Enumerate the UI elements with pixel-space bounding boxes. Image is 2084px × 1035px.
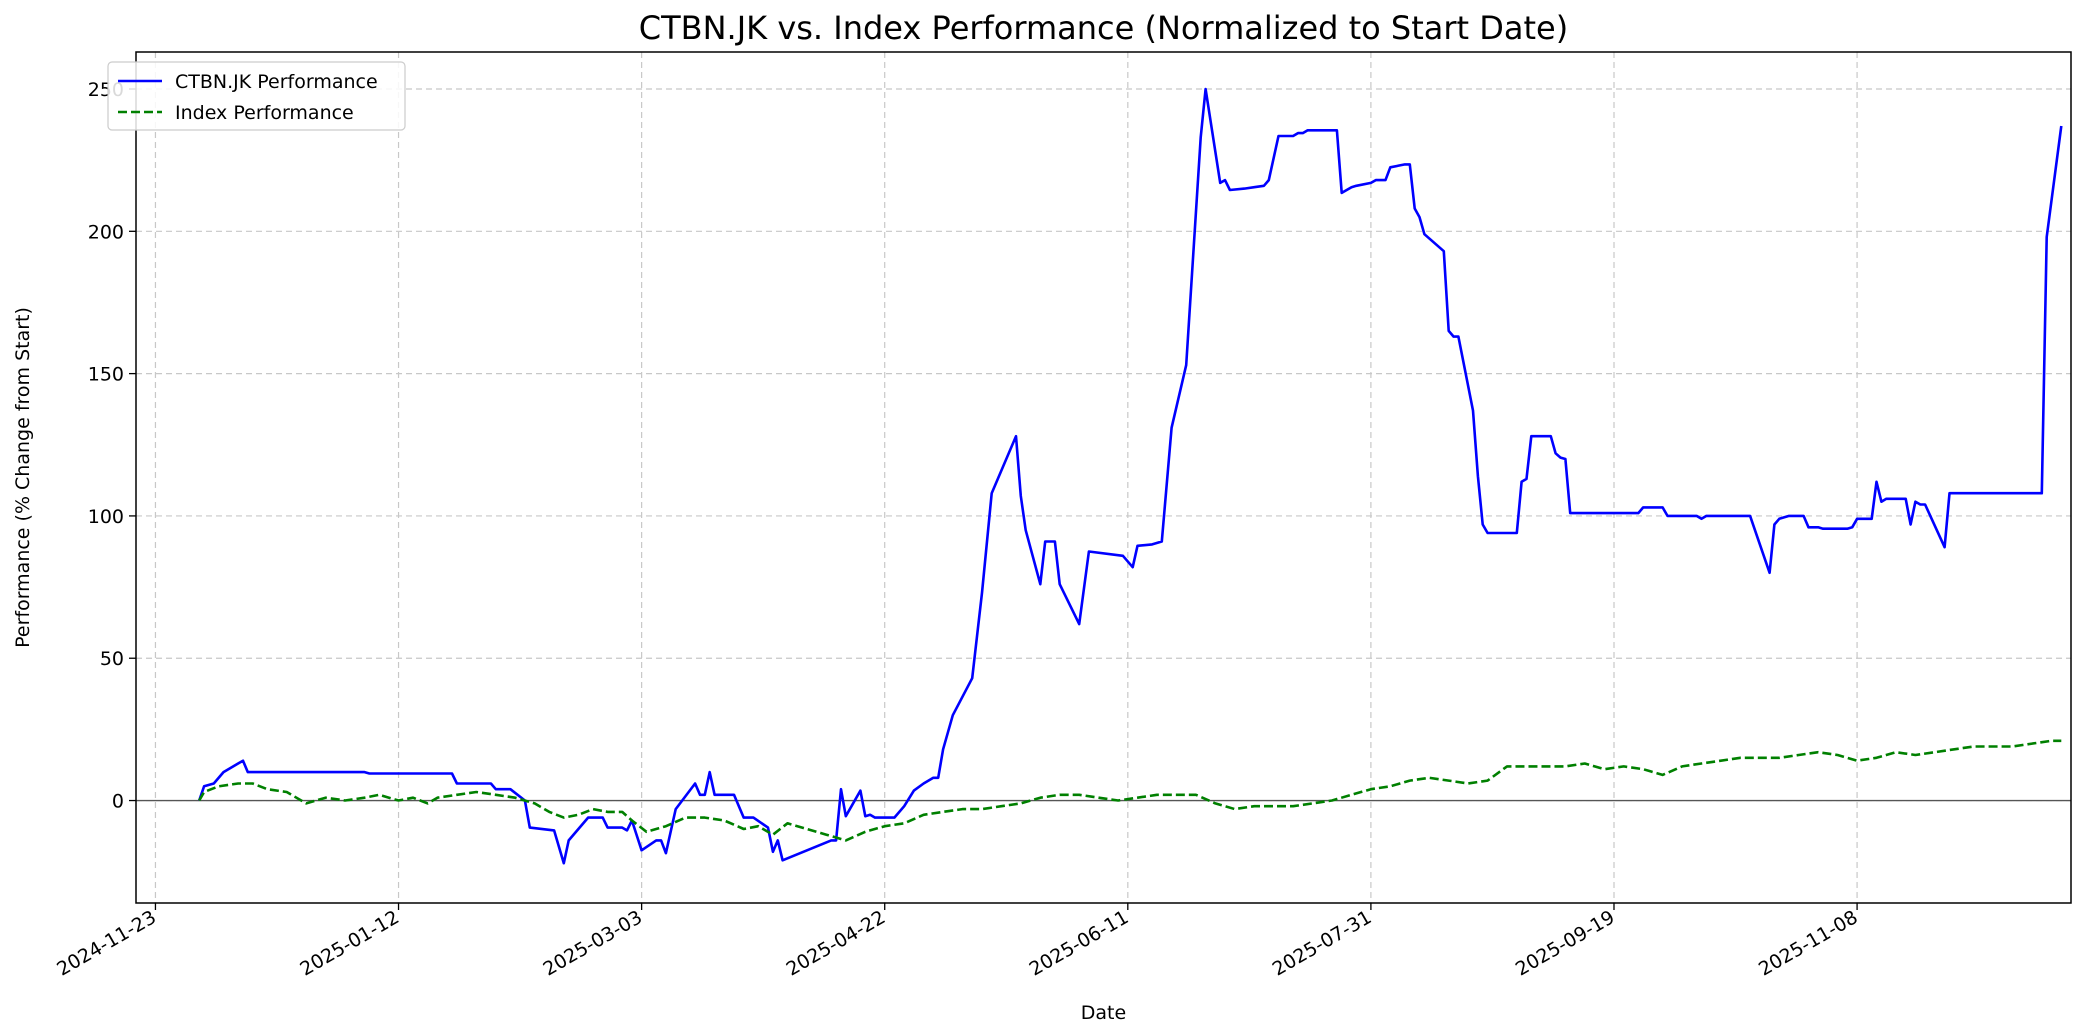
legend-box <box>107 61 406 131</box>
y-tick-label: 50 <box>100 648 124 670</box>
y-tick-label: 100 <box>88 506 124 528</box>
y-tick-label: 150 <box>88 364 124 386</box>
chart-title: CTBN.JK vs. Index Performance (Normalize… <box>639 9 1568 47</box>
legend-label: Index Performance <box>175 102 354 124</box>
legend: CTBN.JK Performance Index Performance <box>107 61 406 131</box>
series-line-index <box>198 739 2062 842</box>
y-tick-label: 0 <box>112 791 124 813</box>
y-tick-label: 200 <box>88 221 124 243</box>
legend-label: CTBN.JK Performance <box>175 71 378 93</box>
x-axis-label: Date <box>1081 1002 1126 1024</box>
series-layer <box>197 87 2063 865</box>
plot-area-frame <box>135 51 2072 904</box>
y-axis-label: Performance (% Change from Start) <box>12 307 34 648</box>
series-line-ctbn <box>197 87 2063 865</box>
